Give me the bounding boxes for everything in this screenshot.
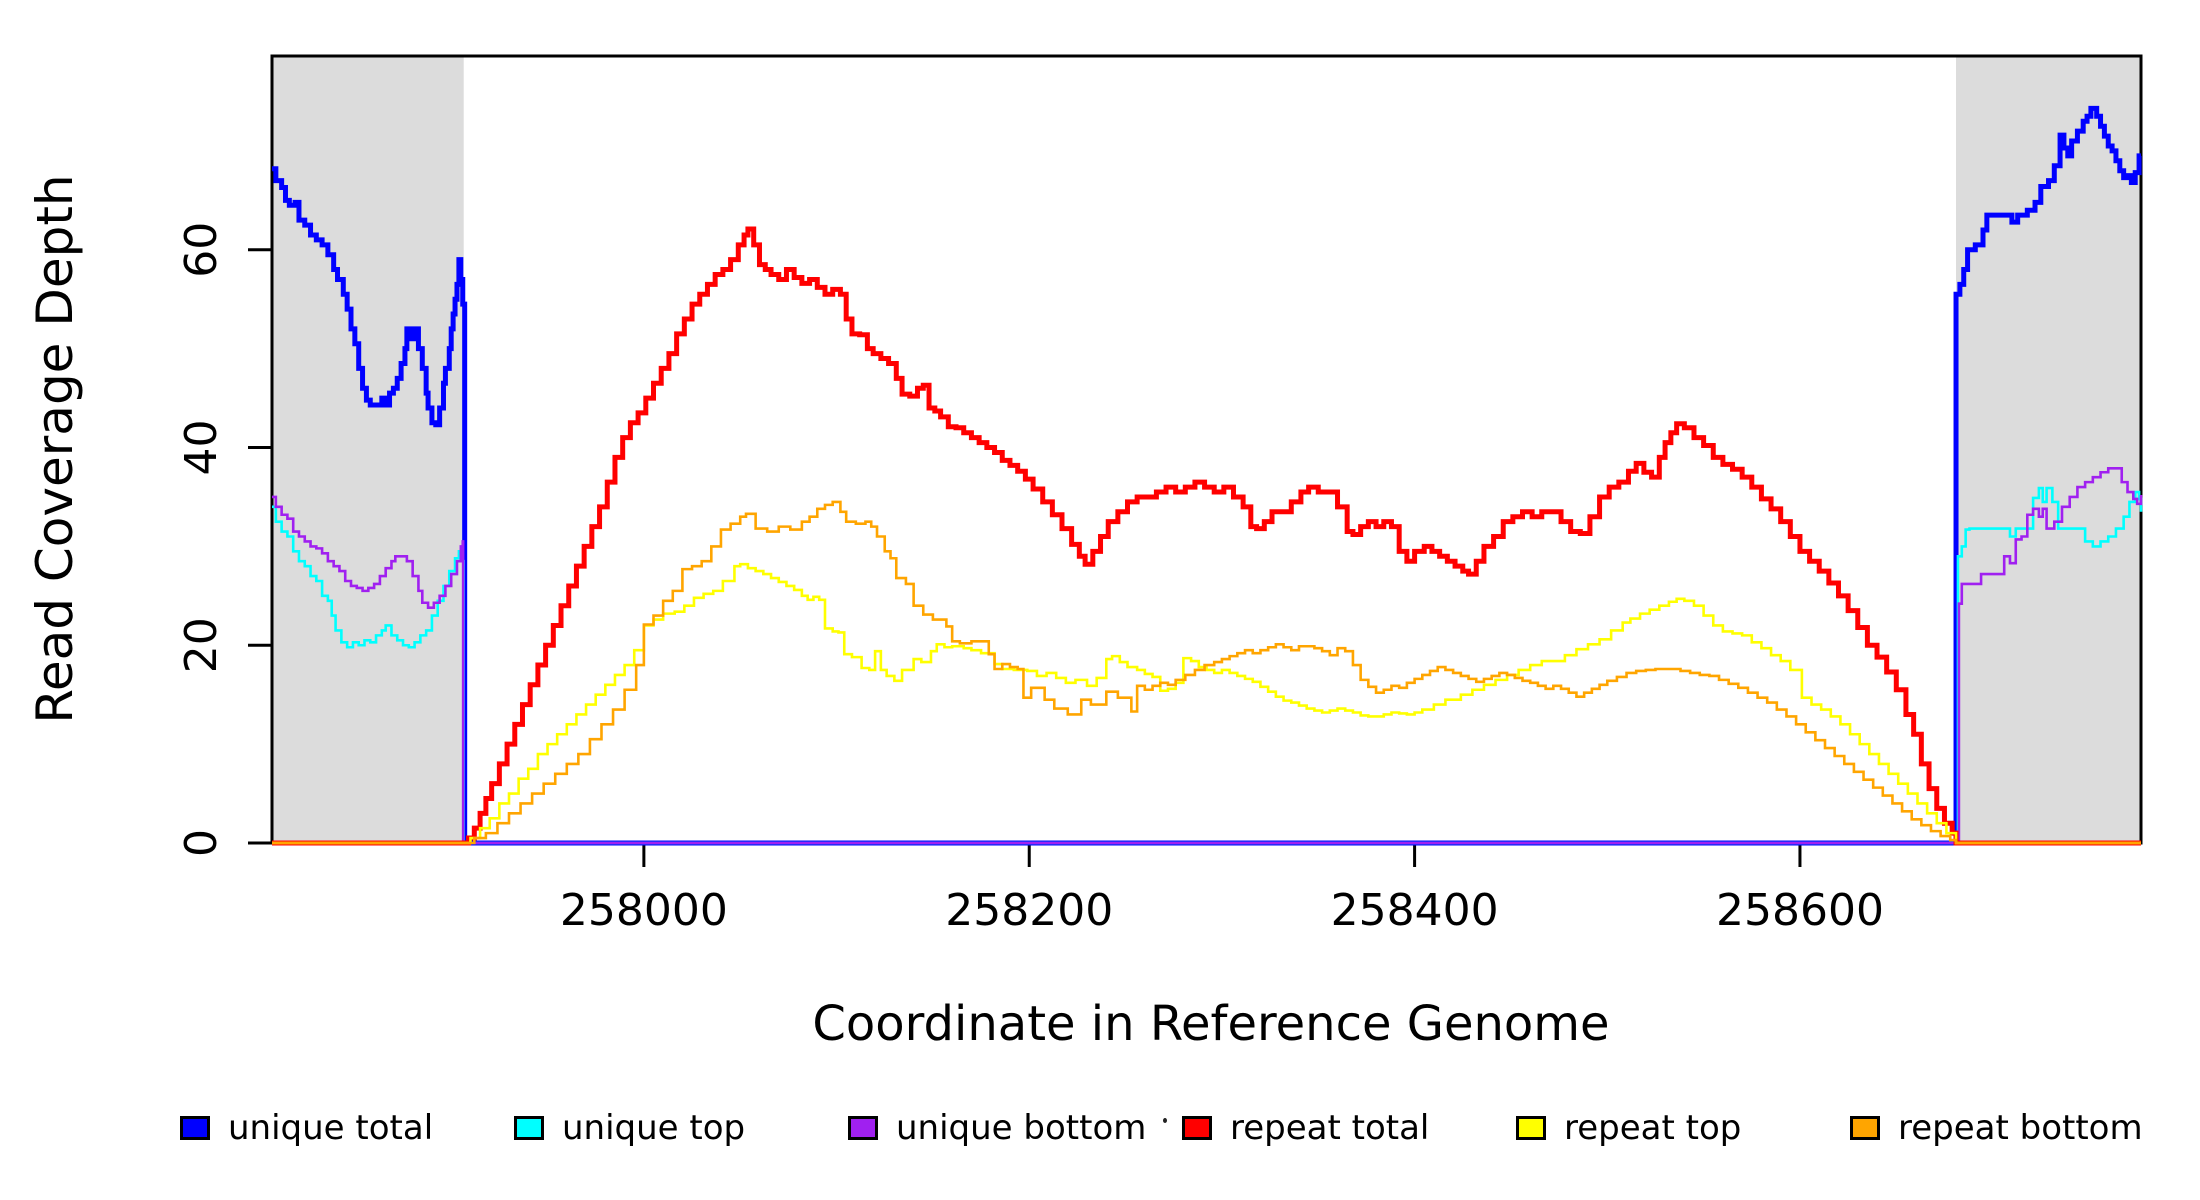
chart-layer: 258000 258200 258400 258600 0 20 40 60	[176, 54, 2143, 936]
series-line-repeat-top	[272, 562, 2141, 845]
legend-swatch-unique-total	[180, 1116, 210, 1140]
y-tick-label-60: 60	[176, 222, 227, 278]
y-tick-label-40: 40	[176, 420, 227, 476]
series-line-unique-bottom	[272, 466, 2143, 845]
legend-swatch-repeat-total	[1182, 1116, 1212, 1140]
legend-item-unique-total: unique total	[180, 1108, 433, 1148]
legend-swatch-repeat-top	[1516, 1116, 1546, 1140]
series-line-unique-top	[272, 486, 2143, 845]
legend-swatch-unique-bottom	[848, 1116, 878, 1140]
legend-item-repeat-top: repeat top	[1516, 1108, 1741, 1148]
series-line-unique-total	[272, 105, 2142, 846]
legend: unique total unique top unique bottom re…	[0, 1108, 2200, 1152]
legend-swatch-unique-top	[514, 1116, 544, 1140]
shaded-region-0	[272, 56, 464, 843]
stray-dot	[1163, 1118, 1167, 1123]
legend-label-unique-total: unique total	[228, 1108, 434, 1148]
legend-item-repeat-bottom: repeat bottom	[1850, 1108, 2143, 1148]
legend-label-repeat-total: repeat total	[1230, 1108, 1430, 1148]
legend-item-unique-bottom: unique bottom	[848, 1108, 1146, 1148]
y-axis-title: Read Coverage Depth	[26, 174, 84, 723]
x-tick-label-258400: 258400	[1331, 885, 1499, 936]
series-line-repeat-bottom	[272, 500, 2141, 845]
y-tick-label-0: 0	[176, 829, 227, 857]
shaded-region-1	[1956, 56, 2141, 843]
legend-label-repeat-bottom: repeat bottom	[1898, 1108, 2143, 1148]
legend-swatch-repeat-bottom	[1850, 1116, 1880, 1140]
x-tick-label-258200: 258200	[945, 885, 1113, 936]
legend-item-repeat-total: repeat total	[1182, 1108, 1429, 1148]
x-tick-label-258600: 258600	[1716, 885, 1884, 936]
x-tick-label-258000: 258000	[560, 885, 728, 936]
legend-label-repeat-top: repeat top	[1564, 1108, 1742, 1148]
legend-item-unique-top: unique top	[514, 1108, 745, 1148]
legend-label-unique-top: unique top	[562, 1108, 746, 1148]
plot-border	[270, 54, 2143, 845]
y-tick-label-20: 20	[176, 617, 227, 673]
x-axis-title: Coordinate in Reference Genome	[812, 996, 1609, 1052]
series-line-repeat-total	[272, 226, 2141, 846]
legend-label-unique-bottom: unique bottom	[896, 1108, 1147, 1148]
